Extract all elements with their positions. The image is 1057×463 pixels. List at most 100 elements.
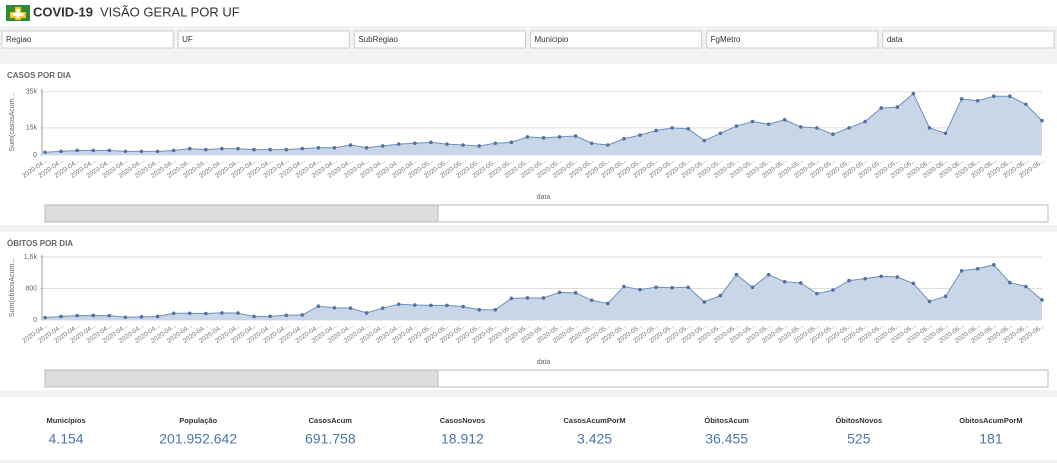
point xyxy=(43,150,47,155)
point xyxy=(573,291,578,295)
point xyxy=(557,290,562,295)
chart-title: ÓBITOS POR DIA xyxy=(7,239,73,248)
point xyxy=(300,313,305,317)
point xyxy=(396,142,401,146)
point xyxy=(477,307,481,312)
point xyxy=(91,148,96,153)
point xyxy=(380,144,385,148)
scroll-selected[interactable] xyxy=(44,369,439,388)
point xyxy=(734,272,739,277)
point xyxy=(750,285,755,290)
point xyxy=(686,285,691,290)
point xyxy=(139,315,144,319)
point xyxy=(782,279,787,284)
point xyxy=(991,94,996,99)
filter-box[interactable] xyxy=(882,30,1055,49)
x-axis-label: data xyxy=(537,194,551,201)
point xyxy=(461,304,465,309)
point xyxy=(750,119,755,124)
point xyxy=(766,272,771,277)
point xyxy=(573,134,578,138)
point xyxy=(959,97,964,101)
point xyxy=(1024,102,1028,107)
x-axis-label: data xyxy=(537,359,551,366)
point xyxy=(638,287,642,292)
y-tick-label: 35k xyxy=(26,89,38,96)
point xyxy=(252,314,256,319)
point xyxy=(107,313,112,318)
point xyxy=(380,306,385,310)
point xyxy=(429,303,433,308)
point xyxy=(107,148,112,153)
point xyxy=(557,135,562,139)
kpi-value: 181 xyxy=(979,431,1003,447)
kpi-label: ObitosAcumPorM xyxy=(959,416,1022,425)
filter-label: Municipio xyxy=(535,35,569,44)
filter-box[interactable] xyxy=(353,30,527,49)
point xyxy=(477,144,481,148)
filter-box[interactable] xyxy=(530,30,703,49)
point xyxy=(75,313,79,318)
point xyxy=(91,313,96,318)
point xyxy=(734,124,739,128)
point xyxy=(525,135,530,139)
header-bar xyxy=(0,0,1057,26)
point xyxy=(461,143,465,147)
point xyxy=(509,140,514,145)
point xyxy=(766,122,771,127)
filter-box[interactable] xyxy=(706,30,879,49)
point xyxy=(252,147,256,152)
point xyxy=(718,293,723,298)
point xyxy=(268,314,272,319)
area xyxy=(45,264,1042,320)
point xyxy=(59,149,63,154)
kpi-value: 3.425 xyxy=(577,431,612,447)
scroll-selected[interactable] xyxy=(44,204,439,223)
point xyxy=(541,136,546,140)
point xyxy=(316,304,321,309)
point xyxy=(541,296,546,300)
filter-label: UF xyxy=(182,35,193,44)
filter-box[interactable] xyxy=(177,30,350,49)
point xyxy=(123,149,128,154)
point xyxy=(236,311,240,315)
y-axis-label: Sum(casosAcum... xyxy=(9,93,16,152)
point xyxy=(413,303,417,307)
filter-label: FgMetro xyxy=(711,35,741,44)
point xyxy=(59,314,63,319)
point xyxy=(622,284,626,289)
kpi-label: Municípios xyxy=(46,416,85,425)
point xyxy=(187,146,192,151)
point xyxy=(236,146,240,151)
point xyxy=(975,266,980,271)
point xyxy=(943,294,948,299)
point xyxy=(959,268,964,273)
point xyxy=(702,138,707,143)
point xyxy=(139,149,144,154)
point xyxy=(991,263,996,267)
kpi-label: ÓbitosNovos xyxy=(835,416,882,425)
point xyxy=(847,278,851,283)
point xyxy=(815,126,819,130)
point xyxy=(798,281,803,285)
point xyxy=(927,126,932,130)
point xyxy=(1008,280,1012,285)
point xyxy=(1024,284,1028,289)
point xyxy=(493,141,498,146)
kpi-panel xyxy=(0,397,1057,460)
point xyxy=(75,148,79,153)
point xyxy=(413,141,417,146)
point xyxy=(1040,118,1044,123)
kpi-label: População xyxy=(179,416,217,425)
y-tick-label: 0 xyxy=(33,317,37,324)
y-tick-label: 1,6k xyxy=(24,254,38,261)
point xyxy=(445,303,449,308)
point xyxy=(718,131,723,136)
point xyxy=(589,141,594,146)
filter-box[interactable] xyxy=(1,30,174,49)
y-tick-label: 0 xyxy=(33,152,37,159)
y-tick-label: 15k xyxy=(26,125,38,132)
point xyxy=(670,126,674,130)
